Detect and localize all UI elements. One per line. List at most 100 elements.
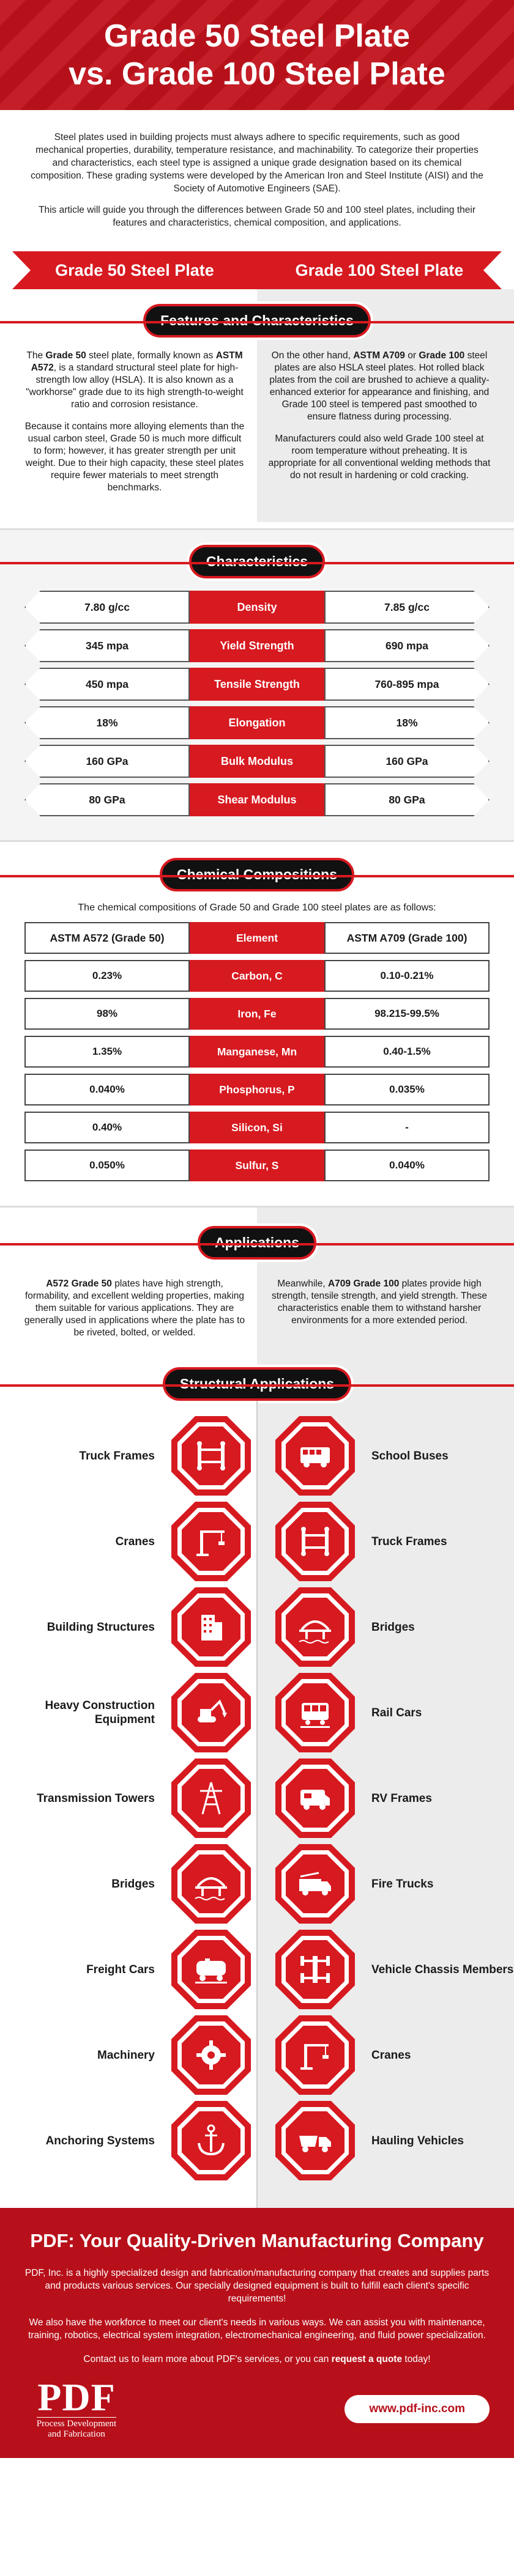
intro-paragraph-1: Steel plates used in building projects m… (31, 132, 483, 194)
applications-columns: A572 Grade 50 plates have high strength,… (0, 1260, 514, 1367)
grade-100-composition: 0.040% (324, 1150, 490, 1181)
features-section: Features and Characteristics The Grade 5… (0, 289, 514, 522)
truck-frame-icon (266, 1499, 364, 1584)
crane-icon-glyph (196, 1530, 225, 1556)
features-right: On the other hand, ASTM A709 or Grade 10… (257, 350, 502, 504)
grade-50-label: Grade 50 (45, 350, 86, 361)
bridge-icon-glyph (299, 1620, 331, 1644)
pdf-logo: PDF Process Development and Fabrication (24, 2378, 128, 2440)
structural-row: Heavy Construction Equipment Rail Cars (0, 1670, 514, 1755)
chemical-row: 0.40% Silicon, Si - (24, 1112, 490, 1143)
grade-50-composition: 1.35% (24, 1036, 190, 1068)
chemical-row: 0.050% Sulfur, S 0.040% (24, 1150, 490, 1181)
chemical-heading: Chemical Compositions (0, 858, 514, 891)
grade-50-application: Anchoring Systems (45, 2134, 155, 2147)
property-label: Tensile Strength (190, 668, 324, 701)
truck-frame-icon (162, 1413, 260, 1499)
structural-row: Transmission Towers RV Frames (0, 1755, 514, 1841)
structural-row: Building Structures Bridges (0, 1584, 514, 1670)
applications-left-text: A572 Grade 50 plates have high strength,… (23, 1278, 246, 1339)
building-icon-glyph (201, 1615, 222, 1640)
grade-100-composition: 98.215-99.5% (324, 998, 490, 1030)
grade-50-value: 7.80 g/cc (24, 591, 190, 624)
a709-label: A709 Grade 100 (327, 1279, 400, 1289)
chassis-icon-glyph (300, 1956, 330, 1983)
rail-car-icon (266, 1670, 364, 1755)
freight-car-icon (162, 1927, 260, 2012)
element-label: Sulfur, S (190, 1150, 324, 1181)
excavator-icon (162, 1670, 260, 1755)
structural-heading: Structural Applications (0, 1367, 514, 1401)
page-title: Grade 50 Steel Plate vs. Grade 100 Steel … (69, 17, 445, 93)
text: The (26, 350, 46, 361)
features-heading: Features and Characteristics (0, 304, 514, 338)
characteristics-title: Characteristics (188, 545, 326, 578)
applications-heading: Applications (0, 1226, 514, 1260)
comparison-banner: Grade 50 Steel Plate Grade 100 Steel Pla… (12, 251, 502, 289)
property-label: Bulk Modulus (190, 745, 324, 778)
characteristics-heading: Characteristics (0, 545, 514, 578)
logo-sub-2: and Fabrication (48, 2429, 105, 2439)
element-label: Silicon, Si (190, 1112, 324, 1143)
title-line-1: Grade 50 Steel Plate (103, 18, 411, 54)
grade-100-value: 690 mpa (324, 629, 490, 662)
anchor-icon (162, 2098, 260, 2183)
features-left: The Grade 50 steel plate, formally known… (12, 350, 257, 504)
header-grade-50: ASTM A572 (Grade 50) (24, 922, 190, 954)
school-bus-icon-glyph (300, 1447, 330, 1467)
features-right-p2: Manufacturers could also weld Grade 100 … (268, 434, 491, 481)
footer-p2: We also have the workforce to meet our c… (28, 2317, 486, 2341)
characteristics-row: 345 mpa Yield Strength 690 mpa (24, 629, 490, 662)
bridge-icon-glyph (195, 1877, 227, 1900)
chemical-intro: The chemical compositions of Grade 50 an… (78, 902, 436, 913)
website-link[interactable]: www.pdf-inc.com (345, 2394, 490, 2423)
element-label: Carbon, C (190, 960, 324, 992)
features-left-p2: Because it contains more alloying elemen… (24, 421, 245, 493)
footer: PDF: Your Quality-Driven Manufacturing C… (0, 2208, 514, 2458)
title-line-2: vs. Grade 100 Steel Plate (69, 56, 445, 92)
grade-50-composition: 98% (24, 998, 190, 1030)
freight-car-icon-glyph (195, 1958, 227, 1984)
truck-frame-icon-glyph (301, 1527, 329, 1556)
tower-icon-glyph (200, 1782, 222, 1815)
characteristics-row: 450 mpa Tensile Strength 760-895 mpa (24, 668, 490, 701)
banner-grade-50: Grade 50 Steel Plate (12, 251, 257, 289)
grade-50-application: Freight Cars (86, 1963, 155, 1976)
grade-100-value: 7.85 g/cc (324, 591, 490, 624)
grade-50-application: Building Structures (47, 1620, 155, 1634)
hauling-icon (266, 2098, 364, 2183)
text: steel plates are also HSLA steel plates.… (269, 350, 490, 422)
header-element: Element (190, 922, 324, 954)
hauling-icon-glyph (299, 2136, 331, 2152)
school-bus-icon (266, 1413, 364, 1499)
grade-100-application: School Buses (371, 1449, 449, 1463)
structural-row: Cranes Truck Frames (0, 1499, 514, 1584)
chemical-title: Chemical Compositions (160, 858, 354, 891)
structural-row: Anchoring Systems Hauling Vehicles (0, 2098, 514, 2183)
gear-icon (162, 2012, 260, 2098)
text: steel plate, formally known as (86, 350, 216, 361)
grade-50-composition: 0.23% (24, 960, 190, 992)
request-quote-link[interactable]: request a quote (331, 2354, 403, 2364)
characteristics-section: Characteristics 7.80 g/cc Density 7.85 g/c… (0, 528, 514, 842)
text: Contact us to learn more about PDF's ser… (83, 2354, 332, 2364)
gear-icon-glyph (196, 2040, 226, 2070)
intro: Steel plates used in building projects m… (0, 110, 514, 251)
rail-car-icon-glyph (300, 1703, 330, 1728)
chassis-icon (266, 1927, 364, 2012)
footer-p1: PDF, Inc. is a highly specialized design… (24, 2268, 490, 2304)
grade-50-application: Heavy Construction Equipment (45, 1699, 155, 1726)
grade-50-composition: 0.040% (24, 1074, 190, 1105)
applications-title: Applications (197, 1226, 316, 1260)
chemical-rows: 0.23% Carbon, C 0.10-0.21% 98% Iron, Fe 98.21… (24, 960, 490, 1181)
logo-text: PDF (37, 2375, 116, 2419)
grade-50-value: 160 GPa (24, 745, 190, 778)
excavator-icon-glyph (198, 1699, 227, 1722)
characteristics-table: 7.80 g/cc Density 7.85 g/cc 345 mpa Yield St… (24, 591, 490, 816)
tower-icon (162, 1755, 260, 1841)
grade-100-application: RV Frames (371, 1792, 432, 1805)
structural-row: Truck Frames School Buses (0, 1413, 514, 1499)
text: or (404, 350, 419, 361)
grade-50-application: Machinery (97, 2048, 155, 2062)
property-label: Density (190, 591, 324, 624)
